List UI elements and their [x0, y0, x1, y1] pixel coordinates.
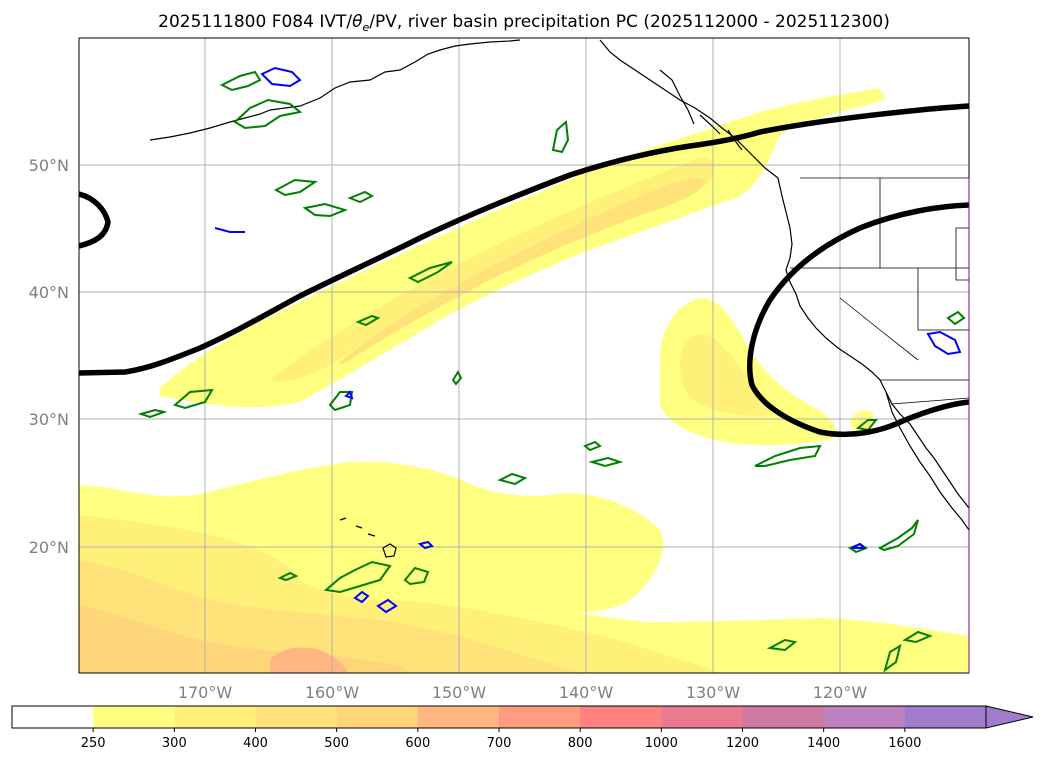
pv-green-hawaii-3	[277, 571, 299, 582]
pv-blue-coast-2	[851, 542, 867, 549]
colorbar-segment	[661, 706, 743, 728]
pv-blue-coast-1	[926, 330, 962, 356]
lon-label: 140°W	[559, 683, 614, 702]
coast-pacific-northwest	[777, 177, 969, 509]
colorbar-tick-label: 800	[568, 736, 593, 751]
lon-label: 150°W	[432, 683, 487, 702]
coast-alaska-peninsula	[149, 109, 271, 141]
pv-green-alaska-2	[233, 98, 303, 130]
lat-label: 50°N	[29, 156, 69, 175]
pv-green-mid-3	[347, 190, 375, 204]
pv-green-jet-1	[407, 261, 453, 284]
lat-label: 20°N	[29, 538, 69, 557]
colorbar: 250 300 400 500 600 700 800 1000 1200 1400 1600	[11, 705, 1034, 751]
colorbar-segment	[255, 706, 338, 728]
colorbar-segment	[93, 706, 175, 728]
pv-green-hawaii-1	[323, 560, 392, 594]
pv-green-east-1	[754, 444, 822, 467]
pv-blue-sw	[344, 390, 354, 400]
ivt-shading	[79, 88, 969, 673]
pv-blue-alaska	[260, 66, 302, 88]
lon-label: 170°W	[178, 683, 233, 702]
pv-green-sw-1	[172, 388, 214, 410]
colorbar-segment	[499, 706, 581, 728]
pv-green-bottom-3	[902, 630, 933, 644]
map-panel	[78, 37, 970, 674]
pv-green-hawaii-2	[403, 566, 430, 586]
coast-hawaii-big	[382, 543, 397, 558]
colorbar-tick-label: 600	[405, 736, 430, 751]
colorbar-segment	[904, 706, 987, 728]
colorbar-segment	[417, 706, 500, 728]
theta-main-contour	[79, 103, 969, 376]
theta-east-loop	[747, 202, 969, 438]
coastlines	[149, 39, 969, 558]
lat-labels: 50°N 40°N 30°N 20°N	[29, 156, 69, 557]
colorbar-tick-label: 300	[162, 736, 187, 751]
ivt-plume-north-400	[339, 177, 705, 365]
coast-hawaii-small	[339, 517, 376, 537]
colorbar-tick-label: 500	[324, 736, 349, 751]
pv-green-alaska-1	[219, 70, 262, 92]
border-states-2	[839, 297, 969, 381]
colorbar-labels: 250 300 400 500 600 700 800 1000 1200 1400 1600	[81, 728, 921, 751]
pv-green-bottom-2	[883, 643, 902, 673]
lat-label: 30°N	[29, 410, 69, 429]
pv-green-bottom-1	[766, 638, 798, 652]
pv-green-southeast-1	[877, 519, 919, 552]
pv-contours-green	[137, 70, 966, 673]
pv-green-jet-2	[355, 314, 381, 327]
pv-green-mid-2	[302, 202, 349, 218]
pv-green-sw-4	[451, 369, 463, 386]
pv-green-south-1	[497, 472, 528, 486]
colorbar-segment	[742, 706, 825, 728]
colorbar-tick-label: 1200	[726, 736, 759, 751]
colorbar-segment	[174, 706, 256, 728]
pv-blue-hawaii-3	[353, 590, 370, 604]
coast-bc-islands	[659, 69, 743, 151]
lon-label: 130°W	[686, 683, 741, 702]
coast-alaska-panhandle	[599, 39, 779, 179]
border-mexico	[891, 397, 969, 405]
pv-green-coast-2	[855, 419, 879, 432]
theta-contours	[79, 103, 969, 438]
lon-label: 120°W	[813, 683, 868, 702]
pv-green-south-3	[588, 456, 624, 468]
pv-contours-blue	[214, 66, 962, 614]
pv-blue-hawaii-2	[417, 540, 434, 550]
colorbar-tick-label: 400	[243, 736, 268, 751]
pv-green-mid-1	[273, 178, 318, 197]
coast-alaska-south	[269, 39, 521, 111]
colorbar-tick-label: 1600	[888, 736, 921, 751]
ivt-blob-socal	[850, 410, 874, 432]
colorbar-segment	[12, 706, 94, 728]
theta-west-contour	[79, 191, 111, 249]
lat-label: 40°N	[29, 283, 69, 302]
colorbar-extend-arrow	[985, 705, 1034, 729]
colorbar-tick-label: 250	[81, 736, 106, 751]
colorbar-tick-label: 1400	[807, 736, 840, 751]
colorbar-segment	[823, 706, 906, 728]
map-title: 2025111800 F084 IVT/θe/PV, river basin p…	[158, 12, 890, 34]
pv-blue-hawaii-1	[376, 598, 398, 614]
lon-label: 160°W	[305, 683, 360, 702]
ivt-south-600	[270, 647, 348, 673]
colorbar-tick-label: 1000	[645, 736, 678, 751]
coast-baja	[885, 391, 969, 531]
colorbar-segments	[12, 706, 987, 728]
pv-green-coast-1	[946, 310, 966, 326]
pv-green-gulf-1	[551, 119, 570, 154]
pv-green-sw-2	[137, 408, 168, 419]
pv-green-south-2	[583, 440, 602, 452]
colorbar-segment	[336, 706, 419, 728]
colorbar-tick-label: 700	[487, 736, 512, 751]
pv-blue-mid	[214, 227, 245, 233]
ivt-blob-california-300	[680, 334, 770, 416]
colorbar-segment	[580, 706, 662, 728]
lon-labels: 170°W 160°W 150°W 140°W 130°W 120°W	[178, 683, 868, 702]
